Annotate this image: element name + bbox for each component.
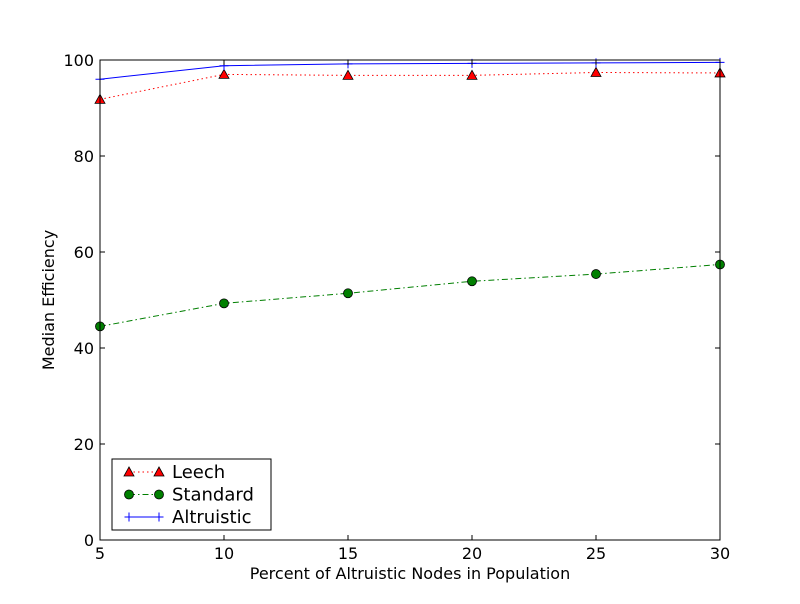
data-point-leech xyxy=(590,66,602,77)
x-tick-label: 20 xyxy=(462,544,482,563)
series-line-altruistic xyxy=(99,61,721,80)
legend-marker-leech xyxy=(123,466,135,477)
x-tick-label: 10 xyxy=(214,544,234,563)
legend-marker-altruistic xyxy=(124,512,134,522)
legend-label-altruistic: Altruistic xyxy=(172,507,252,528)
data-point-standard xyxy=(467,276,477,287)
data-point-standard xyxy=(219,298,229,309)
series-line-standard xyxy=(99,263,721,327)
legend-label-leech: Leech xyxy=(172,462,225,483)
y-tick-label: 40 xyxy=(74,339,94,358)
data-point-leech xyxy=(218,68,230,79)
data-point-standard xyxy=(343,288,353,299)
x-axis-label: Percent of Altruistic Nodes in Populatio… xyxy=(250,564,570,583)
x-tick-label: 25 xyxy=(586,544,606,563)
series-layer xyxy=(94,57,726,332)
data-point-standard xyxy=(591,269,601,279)
legend-entry-altruistic: Altruistic xyxy=(124,507,252,528)
y-tick-label: 80 xyxy=(74,147,94,166)
legend-entry-standard: Standard xyxy=(124,485,254,506)
x-tick-label: 5 xyxy=(95,544,105,563)
y-tick-label: 60 xyxy=(74,243,94,262)
legend-label-standard: Standard xyxy=(172,485,254,506)
legend-marker-altruistic xyxy=(154,512,164,522)
x-tick-label: 30 xyxy=(710,544,730,563)
legend-marker-standard xyxy=(154,489,164,500)
data-point-leech xyxy=(342,69,354,80)
y-tick-label: 0 xyxy=(84,531,94,550)
legend-entry-leech: Leech xyxy=(123,462,225,483)
y-tick-label: 20 xyxy=(74,435,94,454)
legend-marker-leech xyxy=(153,466,165,477)
y-axis-label: Median Efficiency xyxy=(39,230,58,370)
y-tick-label: 100 xyxy=(63,51,94,70)
data-point-leech xyxy=(466,69,478,80)
ticks-layer: 5 10 15 20 25 30 0 20 40 60 80 100 xyxy=(63,51,730,563)
plot-frame xyxy=(99,59,721,541)
legend-marker-standard xyxy=(124,489,134,500)
x-tick-label: 15 xyxy=(338,544,358,563)
